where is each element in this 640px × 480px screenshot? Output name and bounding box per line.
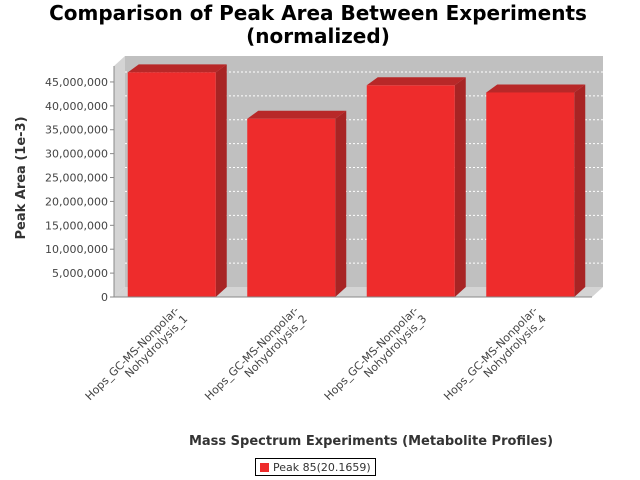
bar xyxy=(366,77,466,297)
y-tick-label: 5,000,000 xyxy=(52,267,108,280)
chart-title-line1: Comparison of Peak Area Between Experime… xyxy=(49,1,587,25)
y-tick-label: 25,000,000 xyxy=(45,172,108,185)
bar-top xyxy=(366,77,466,86)
plot-area xyxy=(114,56,603,297)
bar-face xyxy=(247,118,336,297)
bar-face xyxy=(486,92,575,297)
plot-floor xyxy=(114,287,603,297)
y-axis: 0 5,000,000 10,000,000 15,000,000 20,000,000… xyxy=(45,66,115,304)
y-tick-label: 15,000,000 xyxy=(45,219,108,232)
bar-face xyxy=(127,72,216,298)
x-axis: Hops_GC-MS-Nonpolar-Nohydrolysis_1 Hops_G… xyxy=(83,296,592,412)
bar xyxy=(247,110,347,297)
x-tick-label: Hops_GC-MS-Nonpolar-Nohydrolysis_1 xyxy=(83,304,191,412)
y-tick-label: 30,000,000 xyxy=(45,148,108,161)
y-tick-label: 10,000,000 xyxy=(45,243,108,256)
y-tick-label: 35,000,000 xyxy=(45,124,108,137)
y-tick-label: 40,000,000 xyxy=(45,100,108,113)
bar-top xyxy=(486,84,586,93)
chart-title-line2: (normalized) xyxy=(246,24,390,48)
x-tick-label: Hops_GC-MS-Nonpolar-Nohydrolysis_2 xyxy=(202,304,310,412)
bar-side xyxy=(454,77,466,297)
bar-side xyxy=(335,110,347,297)
x-tick-label: Hops_GC-MS-Nonpolar-Nohydrolysis_4 xyxy=(441,304,549,412)
bar xyxy=(486,84,586,297)
bar-top xyxy=(247,110,347,119)
bar xyxy=(127,64,227,298)
bar-side xyxy=(215,64,227,298)
y-tick-label: 20,000,000 xyxy=(45,195,108,208)
bar-face xyxy=(366,85,455,297)
legend-label: Peak 85(20.1659) xyxy=(273,460,371,474)
plot-left-wall xyxy=(114,56,125,297)
y-tick-label: 45,000,000 xyxy=(45,76,108,89)
legend-swatch xyxy=(260,462,269,472)
y-tick-label: 0 xyxy=(101,291,108,304)
legend: Peak 85(20.1659) xyxy=(255,458,376,476)
x-axis-label: Mass Spectrum Experiments (Metabolite Pr… xyxy=(189,434,553,449)
bars-group xyxy=(127,64,586,298)
y-axis-label: Peak Area (1e-3) xyxy=(14,116,29,239)
bar-side xyxy=(574,84,586,297)
x-tick-label: Hops_GC-MS-Nonpolar-Nohydrolysis_3 xyxy=(322,304,430,412)
plot-back-wall xyxy=(125,56,603,287)
bar-top xyxy=(127,64,227,73)
